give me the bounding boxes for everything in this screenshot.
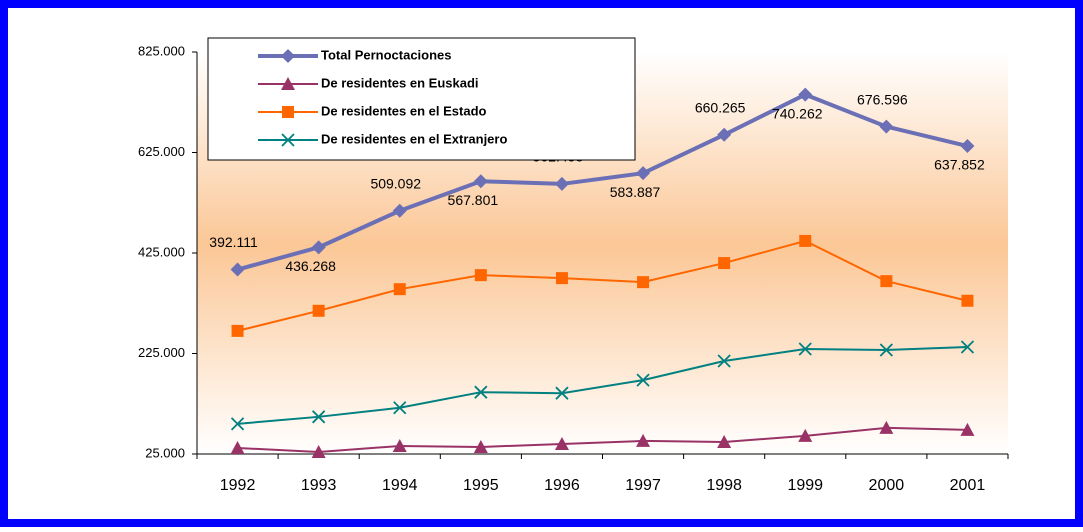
x-tick-label: 1997 xyxy=(625,477,661,494)
marker xyxy=(717,434,732,448)
marker xyxy=(311,240,326,255)
marker xyxy=(960,340,975,354)
marker xyxy=(392,438,407,452)
x-tick-label: 1995 xyxy=(463,477,499,494)
marker xyxy=(230,262,245,277)
marker xyxy=(879,420,894,434)
marker xyxy=(880,275,893,288)
marker xyxy=(281,77,295,90)
marker-stroke xyxy=(230,417,245,431)
marker xyxy=(636,373,650,387)
data-label: 660.265 xyxy=(695,99,746,115)
marker xyxy=(312,410,326,424)
marker xyxy=(960,422,975,436)
marker xyxy=(282,106,294,118)
x-tick-label: 2000 xyxy=(869,477,905,494)
marker xyxy=(798,428,813,442)
marker xyxy=(798,87,813,102)
x-tick-label: 1998 xyxy=(706,477,742,494)
legend-label: De residentes en el Extranjero xyxy=(321,131,507,146)
marker xyxy=(230,440,245,454)
y-tick-label: 425.000 xyxy=(138,244,185,259)
x-tick-label: 1993 xyxy=(301,477,337,494)
data-label: 740.262 xyxy=(772,105,823,121)
marker xyxy=(555,386,569,400)
marker xyxy=(231,324,244,337)
marker-stroke xyxy=(636,373,650,387)
marker xyxy=(636,433,651,447)
marker xyxy=(474,269,487,282)
marker-stroke xyxy=(717,354,731,368)
marker xyxy=(554,176,569,191)
y-tick-label: 825.000 xyxy=(138,43,185,58)
marker xyxy=(798,342,812,356)
marker xyxy=(555,272,568,285)
x-tick-label: 1996 xyxy=(544,477,580,494)
x-tick-label: 2001 xyxy=(950,477,986,494)
data-label: 436.268 xyxy=(285,258,336,274)
series-line xyxy=(237,426,968,453)
marker xyxy=(717,354,731,368)
y-tick-label: 25.000 xyxy=(145,445,185,460)
data-label: 583.887 xyxy=(610,184,661,200)
marker-stroke xyxy=(879,343,893,357)
legend-label: Total Pernoctaciones xyxy=(321,47,452,62)
data-label: 392.111 xyxy=(209,234,258,250)
data-label: 676.596 xyxy=(857,91,908,107)
marker xyxy=(961,294,974,307)
marker xyxy=(718,257,731,270)
marker xyxy=(281,133,295,147)
marker-stroke xyxy=(960,340,975,354)
data-label: 637.852 xyxy=(934,157,985,173)
legend-label: De residentes en el Estado xyxy=(321,103,487,118)
x-tick-label: 1999 xyxy=(787,477,823,494)
series-line xyxy=(237,92,968,272)
marker xyxy=(879,119,894,134)
marker xyxy=(717,127,732,142)
marker xyxy=(312,304,325,317)
marker xyxy=(393,283,406,296)
marker xyxy=(960,139,975,154)
marker xyxy=(799,234,812,247)
marker xyxy=(230,417,245,431)
x-tick-label: 1994 xyxy=(382,477,418,494)
marker-stroke xyxy=(555,386,569,400)
marker xyxy=(474,385,488,399)
marker-stroke xyxy=(798,342,812,356)
series-line xyxy=(237,239,968,332)
marker xyxy=(473,174,488,189)
series-line xyxy=(237,345,968,425)
marker xyxy=(311,444,326,458)
data-label: 509.092 xyxy=(370,175,421,191)
marker xyxy=(554,436,569,450)
marker-stroke xyxy=(393,401,407,415)
marker xyxy=(281,49,295,63)
marker xyxy=(879,343,893,357)
y-tick-label: 225.000 xyxy=(138,345,185,360)
marker xyxy=(392,203,407,218)
legend-label: De residentes en Euskadi xyxy=(321,75,479,90)
marker-stroke xyxy=(312,410,326,424)
data-label: 567.801 xyxy=(448,192,499,208)
marker xyxy=(473,439,488,453)
marker xyxy=(393,401,407,415)
marker-stroke xyxy=(281,133,295,147)
x-tick-label: 1992 xyxy=(220,477,256,494)
marker xyxy=(636,166,651,181)
marker-stroke xyxy=(474,385,488,399)
y-tick-label: 625.000 xyxy=(138,144,185,159)
marker xyxy=(637,276,650,289)
